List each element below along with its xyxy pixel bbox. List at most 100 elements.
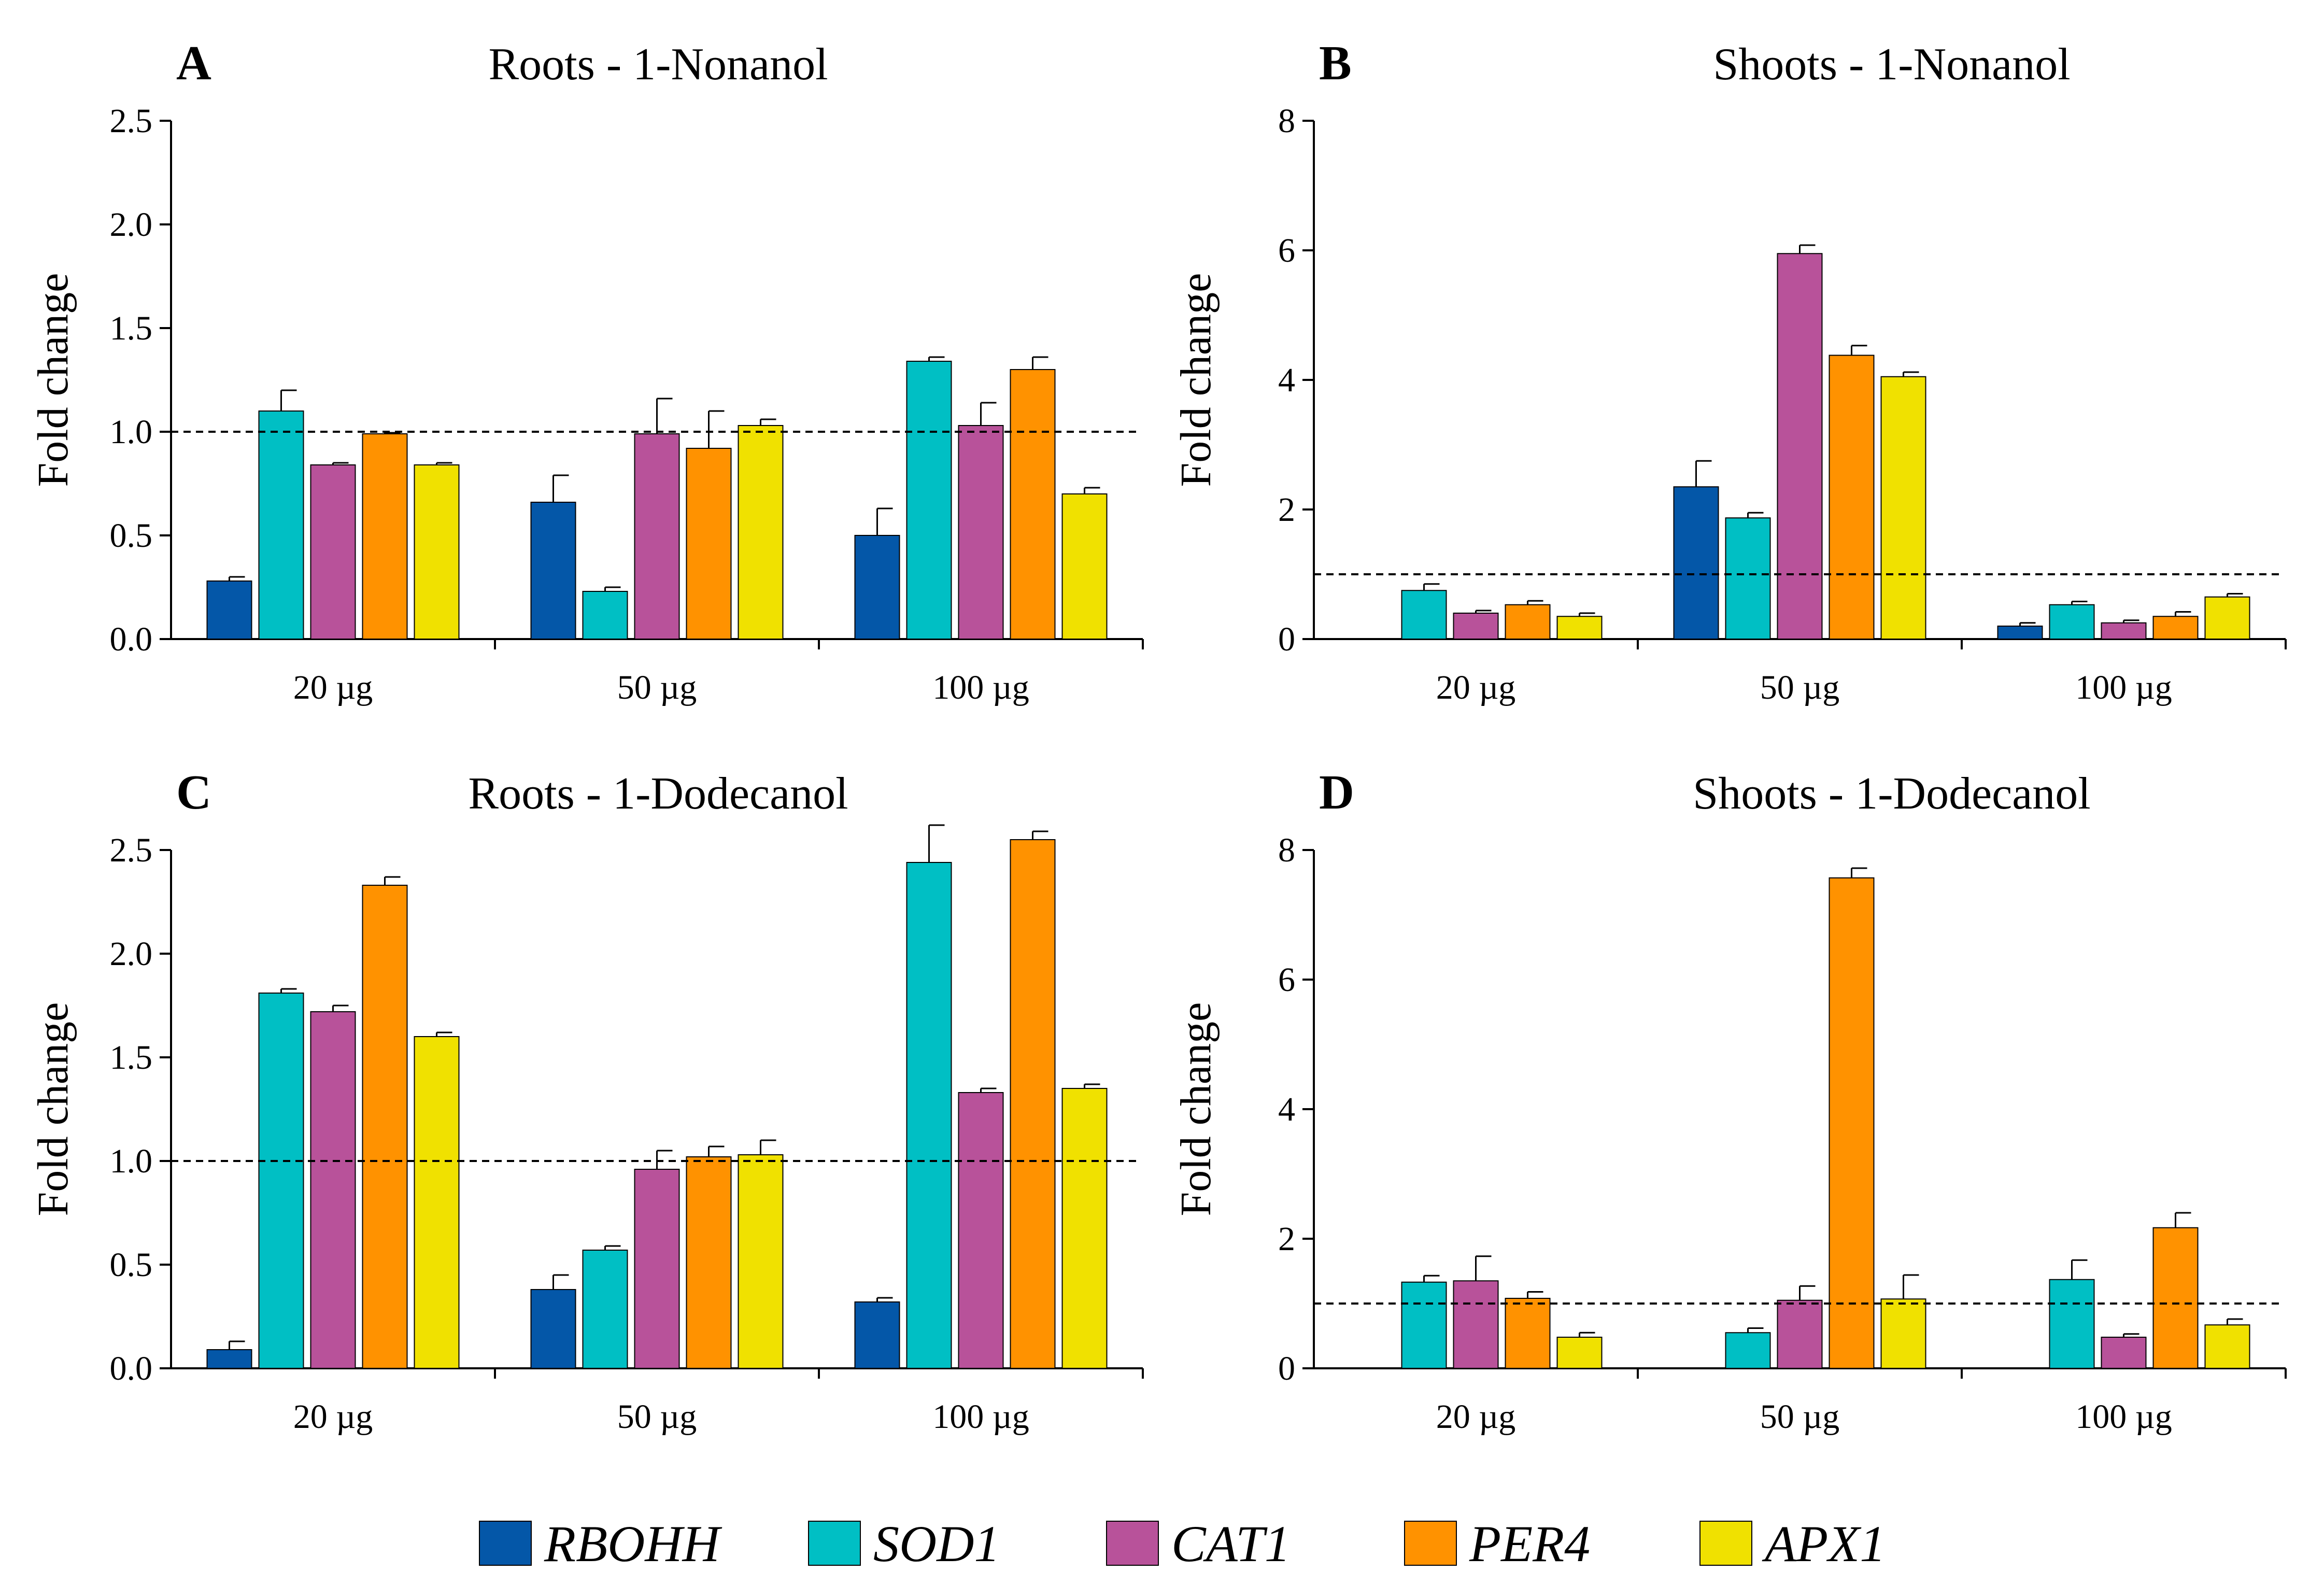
legend-label: CAT1 — [1171, 1515, 1291, 1572]
y-tick-label: 8 — [1278, 102, 1295, 140]
bar-sod1 — [582, 591, 628, 640]
y-tick-label: 2 — [1278, 491, 1295, 529]
y-tick-label: 4 — [1278, 361, 1295, 399]
bar-cat1 — [310, 464, 356, 640]
legend-label: APX1 — [1762, 1515, 1886, 1572]
y-axis-label: Fold change — [29, 1002, 77, 1216]
bar-apx1 — [738, 1154, 784, 1369]
x-category-label: 100 µg — [932, 1398, 1029, 1436]
bar-apx1 — [2204, 596, 2250, 640]
legend-swatch — [1106, 1521, 1159, 1566]
panel-title: Shoots - 1-Nonanol — [1713, 39, 2070, 90]
bar-rbohh — [854, 535, 900, 640]
bar-sod1 — [2049, 1279, 2095, 1369]
y-tick-label: 8 — [1278, 831, 1295, 869]
y-tick-label: 0 — [1278, 1350, 1295, 1387]
y-tick-label: 0.0 — [110, 1350, 153, 1387]
x-category-label: 100 µg — [2075, 669, 2172, 706]
panel-title: Roots - 1-Nonanol — [488, 39, 828, 90]
panel-letter: C — [176, 766, 211, 819]
bar-per4 — [2152, 1227, 2199, 1369]
y-tick-label: 2 — [1278, 1220, 1295, 1258]
y-tick-label: 0 — [1278, 620, 1295, 658]
panel-letter: B — [1319, 36, 1352, 90]
bar-per4 — [1010, 369, 1056, 640]
bar-cat1 — [2101, 622, 2147, 640]
bar-rbohh — [854, 1301, 900, 1369]
bar-per4 — [2152, 616, 2199, 640]
legend-item-rbohh: RBOHH — [479, 1515, 722, 1572]
bar-apx1 — [1880, 376, 1926, 640]
bar-apx1 — [414, 1036, 460, 1369]
bar-sod1 — [1725, 1332, 1771, 1369]
bar-apx1 — [1556, 616, 1603, 640]
bar-apx1 — [1880, 1298, 1926, 1369]
bar-per4 — [362, 433, 408, 640]
x-category-label: 20 µg — [293, 1398, 373, 1436]
legend-swatch — [479, 1521, 532, 1566]
legend-label: RBOHH — [544, 1515, 722, 1572]
bar-rbohh — [530, 1289, 576, 1369]
bar-cat1 — [1777, 1299, 1823, 1369]
legend-label: PER4 — [1469, 1515, 1590, 1572]
bar-apx1 — [1556, 1337, 1603, 1369]
y-tick-label: 6 — [1278, 961, 1295, 999]
x-category-label: 50 µg — [617, 669, 697, 706]
legend-item-cat1: CAT1 — [1106, 1515, 1291, 1572]
y-tick-label: 2.5 — [110, 831, 153, 869]
bar-cat1 — [1453, 613, 1499, 640]
bar-per4 — [1010, 839, 1056, 1369]
legend-item-per4: PER4 — [1404, 1515, 1590, 1572]
x-category-label: 100 µg — [2075, 1398, 2172, 1436]
y-tick-label: 1.0 — [110, 1142, 153, 1180]
bar-apx1 — [1061, 1088, 1108, 1369]
y-axis-label: Fold change — [1172, 1002, 1220, 1216]
bar-sod1 — [1725, 517, 1771, 640]
bar-sod1 — [906, 361, 952, 640]
legend: RBOHH SOD1 CAT1 PER4 APX1 — [479, 1515, 1886, 1572]
bar-apx1 — [414, 464, 460, 640]
panel-B: B Shoots - 1-Nonanol Fold change 0 2 4 6 8 20 µg… — [1172, 36, 2287, 706]
x-category-label: 100 µg — [932, 669, 1029, 706]
y-tick-label: 4 — [1278, 1091, 1295, 1128]
bar-per4 — [686, 448, 732, 640]
bar-rbohh — [1997, 626, 2043, 640]
y-tick-label: 0.0 — [110, 620, 153, 658]
bar-cat1 — [2101, 1337, 2147, 1369]
panel-title: Shoots - 1-Dodecanol — [1693, 769, 2090, 819]
bar-per4 — [686, 1156, 732, 1369]
panels: A Roots - 1-Nonanol Fold change 0.0 0.5 1.0 1.… — [29, 36, 2287, 1436]
legend-item-sod1: SOD1 — [808, 1515, 1000, 1572]
bar-per4 — [1829, 877, 1875, 1369]
x-category-label: 20 µg — [1436, 669, 1516, 706]
bar-apx1 — [1061, 493, 1108, 640]
y-tick-label: 1.0 — [110, 413, 153, 451]
y-tick-label: 6 — [1278, 232, 1295, 270]
bar-cat1 — [1777, 253, 1823, 640]
x-category-label: 50 µg — [1760, 669, 1840, 706]
y-tick-label: 2.0 — [110, 206, 153, 244]
bar-sod1 — [1401, 590, 1447, 640]
panel-C: C Roots - 1-Dodecanol Fold change 0.0 0.5 1.0… — [29, 766, 1144, 1436]
bar-cat1 — [958, 425, 1004, 640]
bar-sod1 — [582, 1250, 628, 1369]
legend-label: SOD1 — [873, 1515, 1000, 1572]
bar-rbohh — [1673, 486, 1719, 640]
legend-swatch — [808, 1521, 861, 1566]
y-tick-label: 1.5 — [110, 309, 153, 347]
bar-sod1 — [258, 410, 304, 640]
panel-D: D Shoots - 1-Dodecanol Fold change 0 2 4 6 8 20 … — [1172, 766, 2287, 1436]
bar-sod1 — [906, 862, 952, 1369]
x-category-label: 20 µg — [293, 669, 373, 706]
y-tick-label: 1.5 — [110, 1039, 153, 1077]
y-tick-label: 2.0 — [110, 935, 153, 973]
panel-A: A Roots - 1-Nonanol Fold change 0.0 0.5 1.0 1.… — [29, 36, 1144, 706]
bar-rbohh — [206, 1349, 252, 1369]
panel-letter: A — [176, 36, 211, 90]
bar-sod1 — [1401, 1281, 1447, 1369]
bar-sod1 — [2049, 604, 2095, 640]
bar-per4 — [1505, 604, 1551, 640]
y-tick-label: 0.5 — [110, 517, 153, 555]
x-category-label: 20 µg — [1436, 1398, 1516, 1436]
